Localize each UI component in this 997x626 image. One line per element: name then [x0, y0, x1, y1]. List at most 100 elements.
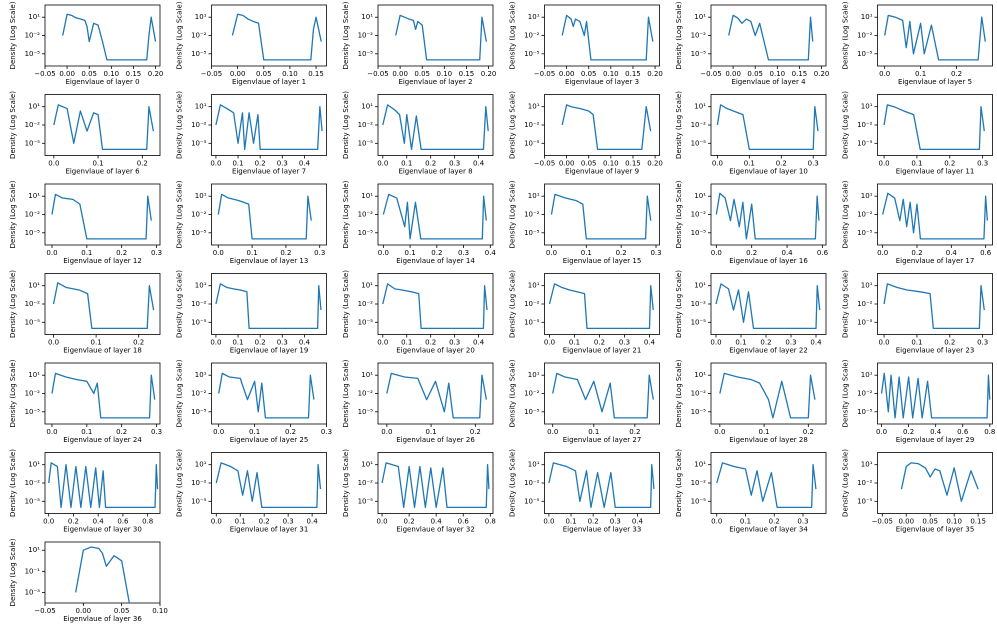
y-tick-label: 10⁻² — [524, 300, 540, 308]
x-tick-label: 0.20 — [647, 160, 663, 168]
y-axis-label: Density (Log Scale) — [675, 1, 683, 69]
density-line — [51, 372, 156, 419]
x-tick-label: 0.4 — [644, 339, 656, 347]
y-tick-label: 10⁻⁵ — [857, 318, 873, 326]
x-axis-label: Eigenvlaue of layer 21 — [563, 347, 642, 355]
y-axis-label: Density (Log Scale) — [842, 270, 850, 338]
y-tick-label: 10⁻⁵ — [524, 139, 540, 147]
x-tick-label: 0.3 — [619, 339, 630, 347]
x-tick-label: 0.1 — [426, 428, 437, 436]
x-tick-label: 0.15 — [308, 70, 324, 78]
x-tick-label: 0.0 — [877, 249, 888, 257]
x-tick-label: 0.10 — [603, 70, 619, 78]
y-tick-label: 10⁻² — [524, 390, 540, 398]
x-tick-label: 0.4 — [307, 518, 319, 526]
subplot: 0.0 0.1 0.2 0.3 0.4 10¹ 10⁻² 10⁻⁵ Eigenvlaue of … — [509, 270, 660, 355]
y-tick-label: 10⁻⁵ — [358, 229, 374, 237]
x-tick-label: 0.4 — [485, 249, 497, 257]
x-tick-label: 0.3 — [977, 160, 988, 168]
density-line — [883, 104, 985, 151]
axes-frame — [377, 4, 494, 67]
y-tick-label: 10¹ — [694, 461, 706, 469]
density-line — [884, 14, 986, 61]
y-tick-label: 10⁻⁵ — [191, 229, 207, 237]
y-tick-label: 10⁻² — [25, 32, 41, 40]
subplot: −0.05 0.00 0.05 0.10 0.15 0.20 10¹ 10⁻² 10⁻⁵ Eige… — [509, 1, 663, 86]
x-tick-label: 0.4 — [946, 249, 958, 257]
subplot: 0.0 0.1 0.2 0.3 0.4 10¹ 10⁻² 10⁻⁵ Eigenvlaue of … — [342, 180, 496, 265]
y-tick-label: 10⁻² — [691, 121, 707, 129]
x-tick-label: −0.05 — [872, 518, 893, 526]
y-tick-label: 10⁻⁵ — [691, 50, 707, 58]
x-tick-label: 0.0 — [714, 428, 725, 436]
y-tick-label: 10⁻⁵ — [358, 408, 374, 416]
x-tick-label: 0.00 — [725, 70, 741, 78]
y-tick-label: 10¹ — [528, 192, 540, 200]
subplot: 0.0 0.1 0.2 0.3 10¹ 10⁻² 10⁻⁵ Eigenvlaue of lay… — [9, 359, 162, 444]
y-tick-label: 10⁻² — [191, 390, 207, 398]
y-tick-label: 10⁻² — [524, 121, 540, 129]
subplot: 0.0 0.1 0.2 0.3 0.4 10¹ 10⁻² 10⁻⁵ Eigenvlaue of … — [176, 449, 327, 534]
y-tick-label: 10⁻⁵ — [25, 139, 41, 147]
y-axis-label: Density (Log Scale) — [9, 1, 17, 69]
x-axis-label: Eigenvlaue of layer 13 — [230, 257, 309, 265]
x-tick-label: 0.3 — [151, 428, 162, 436]
y-tick-label: 10¹ — [694, 371, 706, 379]
density-line — [728, 14, 814, 61]
density-line — [217, 193, 312, 240]
x-tick-label: 0.2 — [769, 518, 780, 526]
x-axis-label: Eigenvlaue of layer 7 — [232, 168, 306, 176]
y-axis-label: Density (Log Scale) — [509, 180, 517, 248]
y-tick-label: 10¹ — [195, 192, 207, 200]
y-tick-label: 10¹ — [195, 461, 207, 469]
axes-frame — [544, 452, 660, 514]
x-tick-label: 0.0 — [710, 339, 721, 347]
axes-frame — [877, 183, 993, 246]
y-tick-label: 10⁻⁵ — [524, 408, 540, 416]
x-axis-label: Eigenvlaue of layer 10 — [729, 168, 808, 176]
x-tick-label: 0.6 — [980, 249, 992, 257]
y-axis-label: Density (Log Scale) — [342, 91, 350, 159]
y-tick-label: 10⁻² — [857, 32, 873, 40]
subplot: −0.05 0.00 0.05 0.10 0.15 10¹ 10⁻² 10⁻⁵ Eigenvla… — [842, 449, 993, 534]
y-tick-label: 10⁻⁵ — [191, 139, 207, 147]
axes-frame — [211, 4, 327, 67]
y-tick-label: 10¹ — [195, 103, 207, 111]
x-tick-label: 0.00 — [59, 70, 75, 78]
x-tick-label: 0.00 — [898, 518, 914, 526]
x-tick-label: 0.2 — [776, 160, 787, 168]
y-axis-label: Density (Log Scale) — [509, 359, 517, 427]
y-axis-label: Density (Log Scale) — [9, 270, 17, 338]
x-tick-label: 0.3 — [610, 518, 621, 526]
y-axis-label: Density (Log Scale) — [176, 449, 184, 517]
x-axis-label: Eigenvlaue of layer 24 — [63, 436, 142, 444]
density-line — [395, 14, 488, 61]
x-tick-label: 0.0 — [547, 428, 558, 436]
x-tick-label: 0.1 — [565, 518, 576, 526]
subplot: 0.0 0.2 0.4 0.6 10¹ 10⁻² 10⁻⁵ Eigenvlaue of lay… — [842, 180, 993, 265]
x-tick-label: 0.0 — [879, 339, 890, 347]
y-tick-label: 10⁻² — [358, 390, 374, 398]
x-tick-label: 0.2 — [68, 518, 79, 526]
x-tick-label: 0.05 — [81, 70, 97, 78]
x-axis-label: Eigenvlaue of layer 33 — [563, 526, 642, 534]
x-tick-label: 0.05 — [256, 70, 272, 78]
x-tick-label: 0.10 — [104, 70, 120, 78]
y-tick-label: 10⁻² — [191, 300, 207, 308]
y-tick-label: 10⁻⁵ — [524, 497, 540, 505]
axes-frame — [710, 183, 827, 246]
x-tick-label: 0.6 — [458, 518, 470, 526]
density-line — [62, 13, 157, 61]
x-tick-label: 0.2 — [404, 518, 415, 526]
x-axis-label: Eigenvlaue of layer 22 — [729, 347, 808, 355]
x-tick-label: 0.2 — [911, 249, 922, 257]
density-line — [218, 372, 315, 419]
density-line — [880, 372, 991, 419]
x-tick-label: −0.05 — [367, 70, 388, 78]
density-line — [882, 192, 988, 240]
y-tick-label: 10¹ — [861, 371, 873, 379]
x-tick-label: 0.0 — [46, 428, 57, 436]
x-axis-label: Eigenvlaue of layer 23 — [896, 347, 975, 355]
y-tick-label: 10⁻² — [191, 211, 207, 219]
y-axis-label: Density (Log Scale) — [675, 91, 683, 159]
